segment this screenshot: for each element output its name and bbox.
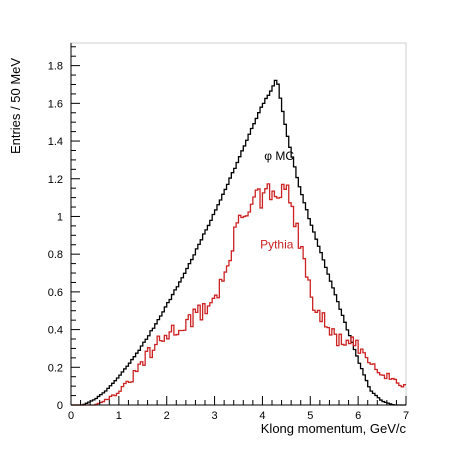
- phi-mc-label: φ MC: [264, 149, 294, 163]
- y-tick-label: 0: [57, 400, 63, 412]
- y-tick-label: 0.8: [48, 249, 63, 261]
- y-tick-label: 0.4: [48, 325, 63, 337]
- y-tick-label: 1.8: [48, 61, 63, 73]
- y-tick-label: 0.6: [48, 287, 63, 299]
- histogram-series-pythia: [71, 183, 406, 406]
- y-tick-label: 0.2: [48, 362, 63, 374]
- x-tick-label: 6: [355, 410, 361, 422]
- y-tick-label: 1.4: [48, 136, 63, 148]
- y-tick-label: 1: [57, 211, 63, 223]
- x-tick-label: 5: [307, 410, 313, 422]
- x-tick-label: 1: [116, 410, 122, 422]
- x-tick-label: 4: [259, 410, 265, 422]
- histogram-series-phi-mc: [71, 79, 406, 406]
- x-tick-label: 0: [68, 410, 74, 422]
- y-axis-title: Entries / 50 MeV: [8, 58, 23, 154]
- x-tick-label: 2: [164, 410, 170, 422]
- y-tick-label: 1.6: [48, 98, 63, 110]
- x-tick-label: 7: [403, 410, 409, 422]
- x-axis-title: Klong momentum, GeV/c: [261, 421, 407, 436]
- x-tick-label: 3: [212, 410, 218, 422]
- pythia-label: Pythia: [260, 238, 294, 252]
- y-tick-label: 1.2: [48, 174, 63, 186]
